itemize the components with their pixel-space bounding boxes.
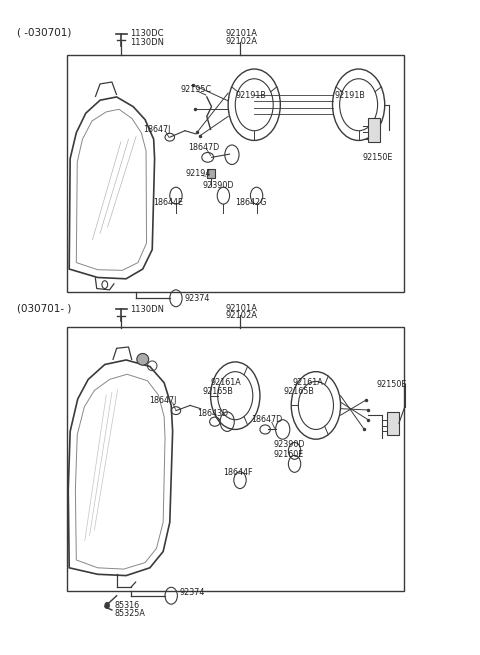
Text: 92390D: 92390D (273, 440, 305, 449)
Text: 1130DN: 1130DN (130, 305, 164, 314)
Text: 92194: 92194 (185, 169, 211, 178)
Text: 92191B: 92191B (235, 91, 266, 100)
Text: 92161A: 92161A (211, 378, 241, 387)
Bar (67, 55, 404, 291)
Text: 18644E: 18644E (153, 198, 183, 207)
Text: 18647D: 18647D (188, 143, 219, 152)
Text: 92101A: 92101A (226, 303, 258, 312)
Bar (207, 169, 216, 178)
Text: 92102A: 92102A (226, 37, 258, 47)
Text: 85325A: 85325A (114, 609, 145, 618)
Text: 18643D: 18643D (197, 409, 228, 418)
Circle shape (105, 602, 109, 608)
Text: 18647J: 18647J (149, 396, 176, 405)
Bar (387, 412, 399, 435)
Text: 92150E: 92150E (362, 153, 393, 162)
Text: 18644F: 18644F (223, 468, 253, 477)
Text: 92390D: 92390D (203, 181, 235, 191)
Text: (030701- ): (030701- ) (17, 303, 72, 313)
Text: 92160E: 92160E (273, 449, 303, 458)
Bar (368, 118, 380, 142)
Text: 18647D: 18647D (252, 415, 283, 424)
Text: 92165B: 92165B (202, 386, 233, 396)
Text: 92374: 92374 (180, 588, 205, 597)
Text: 1130DN: 1130DN (130, 38, 164, 47)
Text: 92165B: 92165B (284, 386, 314, 396)
Text: 92191B: 92191B (335, 91, 366, 100)
Text: 92161A: 92161A (292, 378, 323, 387)
Text: 1130DC: 1130DC (130, 29, 163, 39)
Bar (67, 328, 404, 591)
Text: 92102A: 92102A (226, 311, 258, 320)
Ellipse shape (137, 354, 149, 365)
Text: 92195C: 92195C (180, 84, 212, 94)
Text: 92374: 92374 (184, 294, 210, 303)
Text: 85316: 85316 (114, 601, 139, 610)
Text: 92150E: 92150E (377, 380, 407, 389)
Text: 18642G: 18642G (235, 198, 266, 207)
Text: 18647J: 18647J (143, 125, 170, 134)
Text: ( -030701): ( -030701) (17, 27, 72, 37)
Text: 92101A: 92101A (226, 29, 258, 38)
